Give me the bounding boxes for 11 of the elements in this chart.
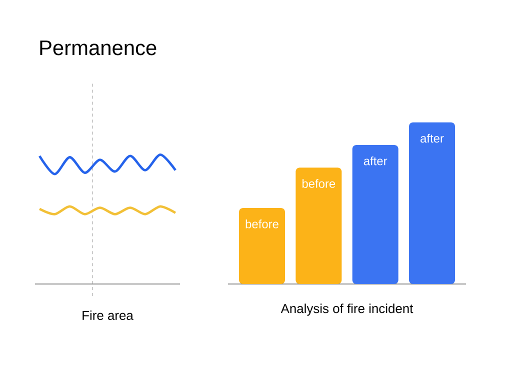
x-tick-label: after <box>364 156 388 166</box>
bar <box>296 168 342 284</box>
x-tick-label: before <box>302 179 336 188</box>
x-tick-label: before <box>246 220 278 228</box>
x-axis-title: Analysis of fire incident <box>280 304 414 316</box>
x-axis-title: Fire area <box>82 310 134 320</box>
bar <box>352 144 398 284</box>
bar <box>409 122 456 284</box>
chart-title: Permanence <box>40 40 156 56</box>
x-tick-label: after <box>420 134 444 143</box>
bar <box>239 208 286 284</box>
